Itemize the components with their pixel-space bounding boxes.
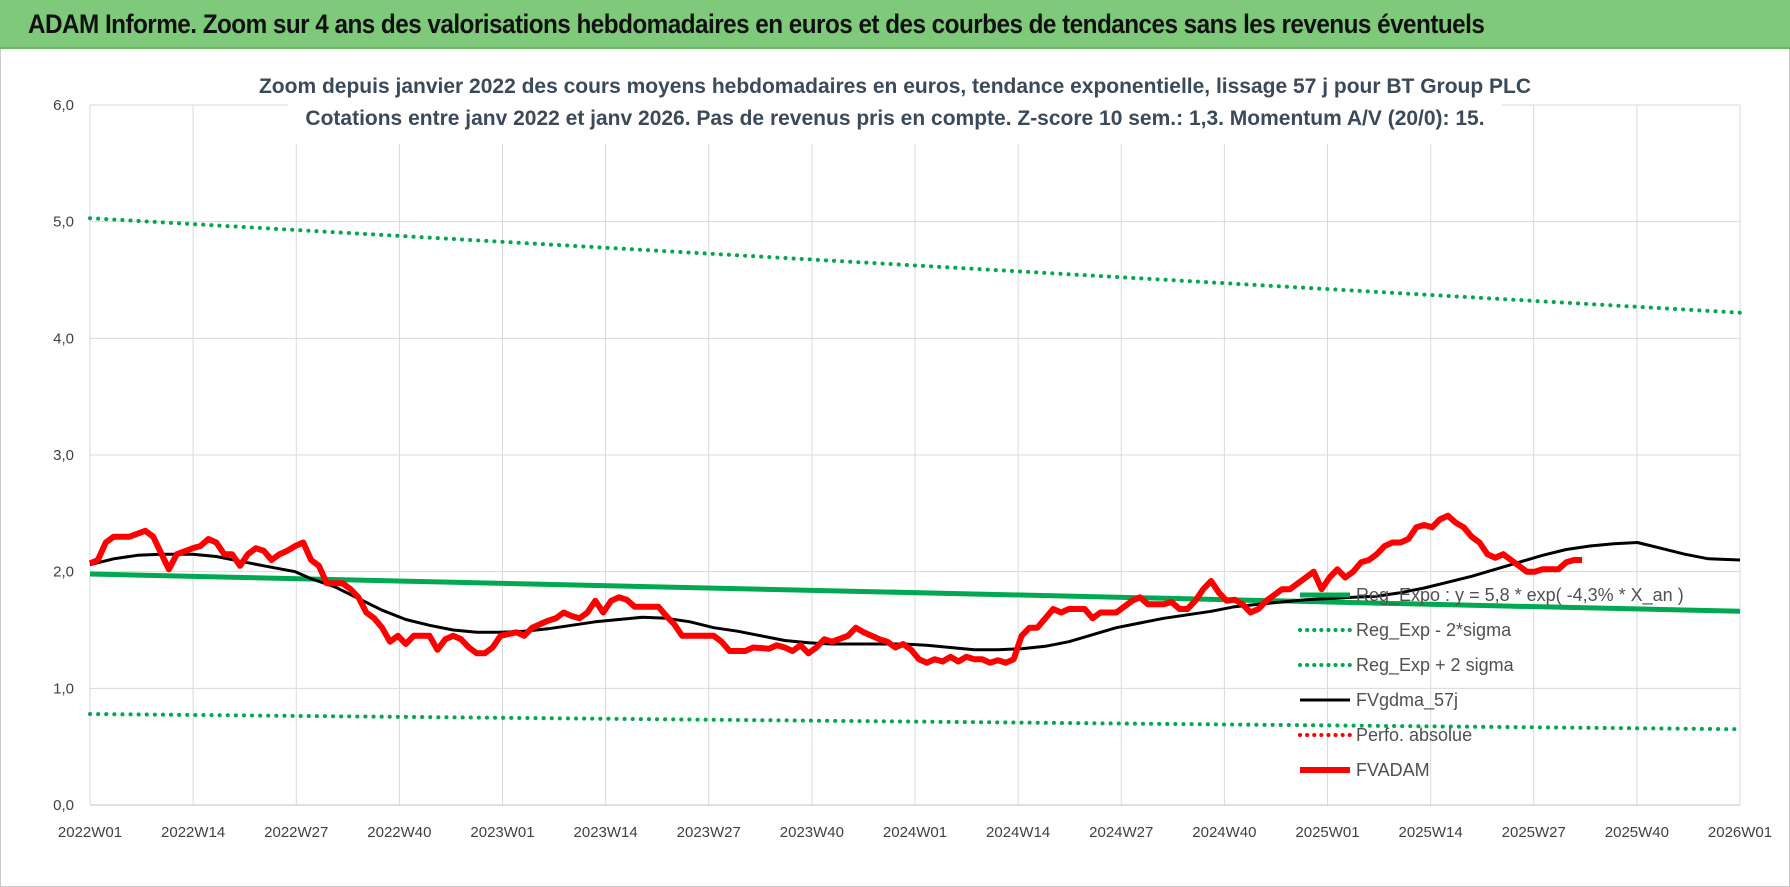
x-tick-label: 2025W01: [1295, 824, 1359, 841]
y-tick-label: 0,0: [53, 797, 74, 814]
y-tick-label: 4,0: [53, 330, 74, 347]
series-layer: [88, 216, 1742, 732]
series-line-5: [88, 512, 1583, 666]
y-tick-label: 5,0: [53, 214, 74, 231]
y-tick-label: 3,0: [53, 447, 74, 464]
x-tick-label: 2023W40: [780, 824, 844, 841]
legend-label: FVgdma_57j: [1356, 690, 1458, 711]
chart-legend: Reg_Expo : y = 5,8 * exp( -4,3% * X_an )…: [1298, 585, 1684, 780]
x-tick-label: 2023W27: [677, 824, 741, 841]
legend-label: Reg_Exp - 2*sigma: [1356, 620, 1512, 641]
x-tick-label: 2024W14: [986, 824, 1050, 841]
series-line-3: [89, 541, 1741, 652]
x-tick-label: 2025W14: [1399, 824, 1463, 841]
y-tick-label: 2,0: [53, 564, 74, 581]
x-tick-label: 2026W01: [1708, 824, 1772, 841]
x-tick-label: 2022W27: [264, 824, 328, 841]
series-line-0: [89, 571, 1741, 614]
x-tick-label: 2022W14: [161, 824, 225, 841]
banner-title: ADAM Informe. Zoom sur 4 ans des valoris…: [28, 9, 1485, 39]
legend-label: Reg_Exp + 2 sigma: [1356, 655, 1515, 676]
x-tick-label: 2024W40: [1192, 824, 1256, 841]
chart-title: Zoom depuis janvier 2022 des cours moyen…: [259, 75, 1531, 98]
x-tick-label: 2023W01: [470, 824, 534, 841]
x-tick-label: 2022W01: [58, 824, 122, 841]
series-line-1: [88, 712, 1742, 732]
legend-label: Perfo. absolue: [1356, 725, 1472, 745]
legend-label: Reg_Expo : y = 5,8 * exp( -4,3% * X_an ): [1356, 585, 1684, 606]
y-axis-ticks: 0,0 1,0 2,0 3,0 4,0 5,0 6,0: [53, 97, 74, 814]
x-tick-label: 2022W40: [367, 824, 431, 841]
report-banner: ADAM Informe. Zoom sur 4 ans des valoris…: [0, 0, 1790, 49]
series-line-2: [88, 216, 1742, 315]
chart-subtitle: Cotations entre janv 2022 et janv 2026. …: [305, 107, 1484, 130]
x-tick-label: 2023W14: [574, 824, 638, 841]
y-tick-label: 6,0: [53, 97, 74, 114]
x-tick-label: 2025W27: [1502, 824, 1566, 841]
legend-label: FVADAM: [1356, 760, 1430, 780]
chart-svg: Zoom depuis janvier 2022 des cours moyen…: [53, 62, 1772, 841]
chart-grid: [89, 104, 1741, 806]
x-tick-label: 2024W27: [1089, 824, 1153, 841]
y-tick-label: 1,0: [53, 680, 74, 697]
title-box: [288, 62, 1502, 144]
x-tick-label: 2024W01: [883, 824, 947, 841]
x-tick-label: 2025W40: [1605, 824, 1669, 841]
x-axis-ticks: 2022W01 2022W14 2022W27 2022W40 2023W01 2023W…: [58, 824, 1772, 841]
